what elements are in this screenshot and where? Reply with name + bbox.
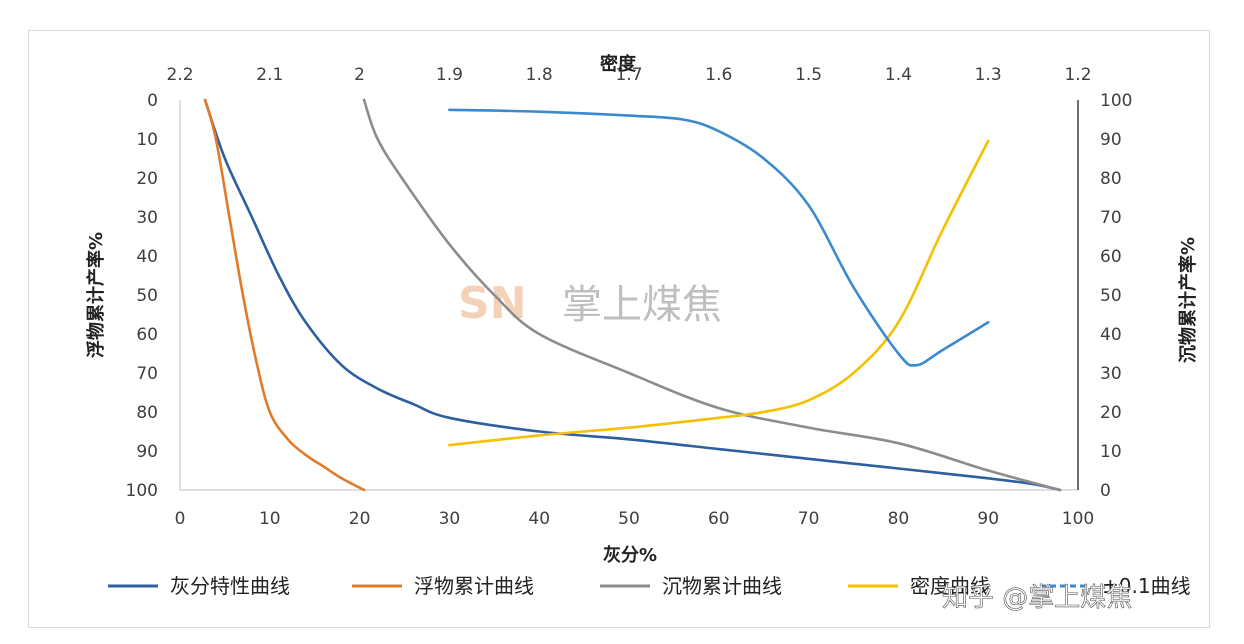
top-x-tick-label: 1.4 <box>885 65 912 85</box>
x-tick-label: 20 <box>349 509 371 529</box>
left-axis-title: 浮物累计产率% <box>85 232 107 358</box>
legend: 灰分特性曲线 浮物累计曲线 沉物累计曲线 密度曲线 ±0.1曲线 <box>108 574 1191 598</box>
y-left-tick-label: 20 <box>136 169 158 189</box>
right-axis-title: 沉物累计产率% <box>1177 237 1199 363</box>
x-tick-label: 10 <box>259 509 281 529</box>
series <box>203 98 1062 492</box>
y-right-tick-label: 90 <box>1100 130 1122 150</box>
top-x-tick-label: 2.1 <box>256 65 283 85</box>
y-left-tick-label: 0 <box>147 91 158 111</box>
y-left-tick-label: 70 <box>136 364 158 384</box>
series-density-line <box>448 139 990 447</box>
top-x-tick-label: 1.6 <box>705 65 732 85</box>
series-sink-cumulative-line <box>362 98 1062 492</box>
x-axis-title: 灰分% <box>603 544 657 566</box>
y-right-tick-label: 80 <box>1100 169 1122 189</box>
x-tick-label: 80 <box>888 509 910 529</box>
legend-label-ash-characteristic-line: 灰分特性曲线 <box>170 574 290 598</box>
top-x-tick-label: 1.3 <box>975 65 1002 85</box>
top-x-tick-label: 2.2 <box>166 65 193 85</box>
series-ash-characteristic-line <box>203 98 1062 492</box>
legend-label-float-cumulative-line: 浮物累计曲线 <box>414 574 534 598</box>
y-right-tick-label: 40 <box>1100 325 1122 345</box>
top-x-tick-label: 1.5 <box>795 65 822 85</box>
top-x-tick-label: 1.2 <box>1064 65 1091 85</box>
axis-titles: 密度 灰分% 浮物累计产率% 沉物累计产率% <box>85 53 1199 566</box>
y-left-tick-label: 30 <box>136 208 158 228</box>
y-left-tick-label: 90 <box>136 442 158 462</box>
y-right-tick-label: 30 <box>1100 364 1122 384</box>
top-x-tick-label: 1.8 <box>526 65 553 85</box>
y-left-tick-label: 100 <box>126 481 158 501</box>
top-axis-title: 密度 <box>600 53 637 75</box>
x-tick-label: 70 <box>798 509 820 529</box>
watermark-text: 掌上煤焦 <box>562 282 722 328</box>
y-right-tick-label: 10 <box>1100 442 1122 462</box>
corner-watermark: 知乎 @掌上煤焦 <box>942 583 1132 613</box>
legend-label-plus-minus-0-1-line: ±0.1曲线 <box>1102 574 1191 598</box>
top-x-tick-label: 2 <box>354 65 365 85</box>
top-x-tick-label: 1.9 <box>436 65 463 85</box>
y-left-tick-label: 40 <box>136 247 158 267</box>
watermark: SN 掌上煤焦 <box>458 278 722 329</box>
y-right-tick-label: 60 <box>1100 247 1122 267</box>
legend-label-density-line: 密度曲线 <box>910 574 990 598</box>
y-right-tick-label: 20 <box>1100 403 1122 423</box>
x-tick-label: 50 <box>618 509 640 529</box>
x-tick-label: 100 <box>1062 509 1094 529</box>
x-tick-label: 0 <box>175 509 186 529</box>
y-left-tick-label: 60 <box>136 325 158 345</box>
x-tick-label: 30 <box>439 509 461 529</box>
y-left-tick-label: 80 <box>136 403 158 423</box>
y-right-tick-label: 50 <box>1100 286 1122 306</box>
x-tick-label: 40 <box>528 509 550 529</box>
x-tick-label: 60 <box>708 509 730 529</box>
chart-frame <box>28 30 1210 628</box>
series-plus-minus-0-1-line <box>448 108 990 367</box>
series-float-cumulative-line <box>203 98 366 492</box>
y-right-tick-label: 100 <box>1100 91 1132 111</box>
y-left-tick-label: 10 <box>136 130 158 150</box>
axes <box>179 100 1079 491</box>
watermark-logo: SN <box>458 278 527 329</box>
y-right-tick-label: 0 <box>1100 481 1111 501</box>
y-right-tick-label: 70 <box>1100 208 1122 228</box>
top-x-tick-label: 1.7 <box>615 65 642 85</box>
legend-label-sink-cumulative-line: 沉物累计曲线 <box>662 574 782 598</box>
y-left-tick-label: 50 <box>136 286 158 306</box>
x-tick-label: 90 <box>977 509 999 529</box>
